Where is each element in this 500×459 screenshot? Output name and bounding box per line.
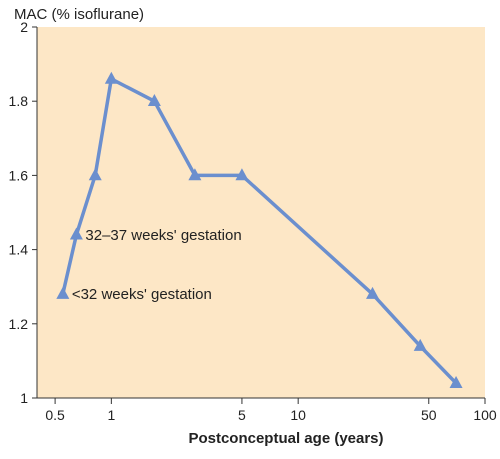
x-tick-label: 0.5: [45, 407, 65, 423]
x-axis-title: Postconceptual age (years): [188, 430, 383, 447]
annotation-label: 32–37 weeks' gestation: [85, 227, 241, 244]
data-point-marker: [188, 168, 202, 181]
y-tick-label: 1.8: [9, 93, 29, 109]
data-point-marker: [88, 168, 102, 181]
x-tick-label: 100: [473, 407, 497, 423]
data-point-marker: [147, 94, 161, 106]
x-tick-label: 50: [421, 407, 437, 423]
data-point-marker: [69, 227, 83, 240]
y-tick-label: 1.2: [9, 316, 29, 332]
data-point-marker: [235, 168, 249, 181]
y-axis-title: MAC (% isoflurane): [14, 6, 144, 23]
y-tick-label: 1.6: [9, 167, 29, 183]
annotations-layer: 32–37 weeks' gestation <32 weeks' gestati…: [72, 227, 242, 303]
data-point-marker: [413, 338, 427, 351]
axis-ticks: 1 1.2 1.4 1.6 1.8 2 0.5 1 5 10 50 100: [9, 19, 497, 423]
data-point-marker: [56, 286, 70, 299]
y-tick-label: 1.4: [9, 242, 29, 258]
x-tick-label: 5: [238, 407, 246, 423]
x-tick-label: 10: [290, 407, 306, 423]
data-point-marker: [449, 375, 463, 388]
data-point-marker: [104, 71, 118, 84]
series-line: [61, 77, 458, 385]
annotation-label: <32 weeks' gestation: [72, 286, 212, 303]
y-tick-label: 2: [20, 19, 28, 35]
data-point-marker: [366, 286, 380, 299]
x-tick-label: 1: [107, 407, 115, 423]
axes-layer: [36, 27, 485, 399]
y-tick-label: 1: [20, 390, 28, 406]
series-layer: [56, 71, 463, 388]
